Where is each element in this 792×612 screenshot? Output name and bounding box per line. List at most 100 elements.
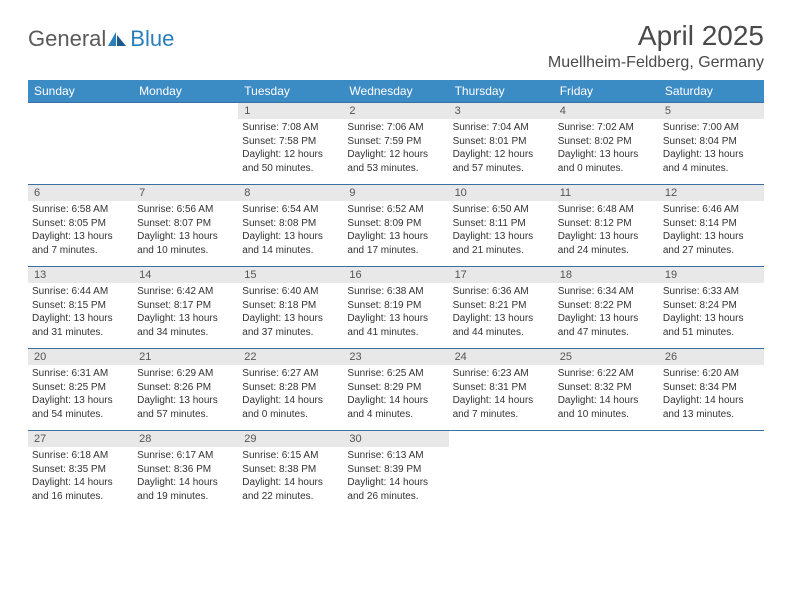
sunrise-line: Sunrise: 6:50 AM <box>453 203 550 217</box>
day-number: 28 <box>133 431 238 447</box>
sunrise-line: Sunrise: 6:31 AM <box>32 367 129 381</box>
day-cell <box>28 103 133 185</box>
daylight-line: Daylight: 13 hours and 27 minutes. <box>663 230 760 257</box>
day-number: 1 <box>238 103 343 119</box>
sunset-line: Sunset: 8:02 PM <box>558 135 655 149</box>
day-number: 22 <box>238 349 343 365</box>
day-cell: 6Sunrise: 6:58 AMSunset: 8:05 PMDaylight… <box>28 185 133 267</box>
sunrise-line: Sunrise: 6:22 AM <box>558 367 655 381</box>
location: Muellheim-Feldberg, Germany <box>548 54 764 72</box>
day-number: 9 <box>343 185 448 201</box>
day-number: 13 <box>28 267 133 283</box>
sunset-line: Sunset: 8:01 PM <box>453 135 550 149</box>
day-body: Sunrise: 7:00 AMSunset: 8:04 PMDaylight:… <box>659 119 764 179</box>
sunset-line: Sunset: 8:15 PM <box>32 299 129 313</box>
sunrise-line: Sunrise: 6:15 AM <box>242 449 339 463</box>
sunrise-line: Sunrise: 6:38 AM <box>347 285 444 299</box>
sunrise-line: Sunrise: 7:04 AM <box>453 121 550 135</box>
sunrise-line: Sunrise: 6:23 AM <box>453 367 550 381</box>
day-cell: 8Sunrise: 6:54 AMSunset: 8:08 PMDaylight… <box>238 185 343 267</box>
sunrise-line: Sunrise: 6:58 AM <box>32 203 129 217</box>
day-body: Sunrise: 7:06 AMSunset: 7:59 PMDaylight:… <box>343 119 448 179</box>
day-body: Sunrise: 6:13 AMSunset: 8:39 PMDaylight:… <box>343 447 448 507</box>
day-body <box>554 435 659 441</box>
day-cell: 21Sunrise: 6:29 AMSunset: 8:26 PMDayligh… <box>133 349 238 431</box>
sunset-line: Sunset: 8:28 PM <box>242 381 339 395</box>
day-cell: 7Sunrise: 6:56 AMSunset: 8:07 PMDaylight… <box>133 185 238 267</box>
day-number: 4 <box>554 103 659 119</box>
day-cell: 23Sunrise: 6:25 AMSunset: 8:29 PMDayligh… <box>343 349 448 431</box>
day-body: Sunrise: 6:17 AMSunset: 8:36 PMDaylight:… <box>133 447 238 507</box>
daylight-line: Daylight: 14 hours and 10 minutes. <box>558 394 655 421</box>
sunset-line: Sunset: 8:35 PM <box>32 463 129 477</box>
sunset-line: Sunset: 8:11 PM <box>453 217 550 231</box>
daylight-line: Daylight: 13 hours and 54 minutes. <box>32 394 129 421</box>
day-body <box>133 107 238 113</box>
day-body: Sunrise: 6:25 AMSunset: 8:29 PMDaylight:… <box>343 365 448 425</box>
day-number: 2 <box>343 103 448 119</box>
sunset-line: Sunset: 8:12 PM <box>558 217 655 231</box>
day-body: Sunrise: 6:42 AMSunset: 8:17 PMDaylight:… <box>133 283 238 343</box>
weekday-header: Saturday <box>659 80 764 103</box>
sunset-line: Sunset: 8:29 PM <box>347 381 444 395</box>
daylight-line: Daylight: 13 hours and 57 minutes. <box>137 394 234 421</box>
daylight-line: Daylight: 13 hours and 41 minutes. <box>347 312 444 339</box>
day-number: 3 <box>449 103 554 119</box>
day-number: 15 <box>238 267 343 283</box>
day-body: Sunrise: 6:36 AMSunset: 8:21 PMDaylight:… <box>449 283 554 343</box>
weekday-header: Tuesday <box>238 80 343 103</box>
daylight-line: Daylight: 13 hours and 34 minutes. <box>137 312 234 339</box>
day-cell: 22Sunrise: 6:27 AMSunset: 8:28 PMDayligh… <box>238 349 343 431</box>
sunrise-line: Sunrise: 6:48 AM <box>558 203 655 217</box>
daylight-line: Daylight: 14 hours and 4 minutes. <box>347 394 444 421</box>
daylight-line: Daylight: 12 hours and 57 minutes. <box>453 148 550 175</box>
sunrise-line: Sunrise: 7:08 AM <box>242 121 339 135</box>
month-title: April 2025 <box>548 20 764 52</box>
day-body: Sunrise: 6:52 AMSunset: 8:09 PMDaylight:… <box>343 201 448 261</box>
daylight-line: Daylight: 13 hours and 44 minutes. <box>453 312 550 339</box>
day-body <box>449 435 554 441</box>
weekday-header: Sunday <box>28 80 133 103</box>
sunset-line: Sunset: 8:21 PM <box>453 299 550 313</box>
sunrise-line: Sunrise: 6:40 AM <box>242 285 339 299</box>
sunset-line: Sunset: 7:58 PM <box>242 135 339 149</box>
sunrise-line: Sunrise: 6:17 AM <box>137 449 234 463</box>
day-number: 25 <box>554 349 659 365</box>
sunrise-line: Sunrise: 6:46 AM <box>663 203 760 217</box>
title-block: April 2025 Muellheim-Feldberg, Germany <box>548 20 764 72</box>
day-number: 21 <box>133 349 238 365</box>
day-cell <box>554 431 659 513</box>
day-number: 27 <box>28 431 133 447</box>
day-cell: 26Sunrise: 6:20 AMSunset: 8:34 PMDayligh… <box>659 349 764 431</box>
day-number: 30 <box>343 431 448 447</box>
sunrise-line: Sunrise: 7:06 AM <box>347 121 444 135</box>
day-cell: 24Sunrise: 6:23 AMSunset: 8:31 PMDayligh… <box>449 349 554 431</box>
sunset-line: Sunset: 8:34 PM <box>663 381 760 395</box>
day-cell: 30Sunrise: 6:13 AMSunset: 8:39 PMDayligh… <box>343 431 448 513</box>
day-body: Sunrise: 6:50 AMSunset: 8:11 PMDaylight:… <box>449 201 554 261</box>
day-cell: 16Sunrise: 6:38 AMSunset: 8:19 PMDayligh… <box>343 267 448 349</box>
day-number: 10 <box>449 185 554 201</box>
day-cell: 17Sunrise: 6:36 AMSunset: 8:21 PMDayligh… <box>449 267 554 349</box>
weekday-header: Thursday <box>449 80 554 103</box>
daylight-line: Daylight: 13 hours and 0 minutes. <box>558 148 655 175</box>
day-cell: 27Sunrise: 6:18 AMSunset: 8:35 PMDayligh… <box>28 431 133 513</box>
day-cell <box>659 431 764 513</box>
day-body: Sunrise: 7:08 AMSunset: 7:58 PMDaylight:… <box>238 119 343 179</box>
sunset-line: Sunset: 7:59 PM <box>347 135 444 149</box>
day-cell: 28Sunrise: 6:17 AMSunset: 8:36 PMDayligh… <box>133 431 238 513</box>
day-body: Sunrise: 6:58 AMSunset: 8:05 PMDaylight:… <box>28 201 133 261</box>
day-number: 8 <box>238 185 343 201</box>
logo-text-blue: Blue <box>130 26 174 52</box>
day-number: 26 <box>659 349 764 365</box>
day-body: Sunrise: 6:40 AMSunset: 8:18 PMDaylight:… <box>238 283 343 343</box>
sunrise-line: Sunrise: 6:27 AM <box>242 367 339 381</box>
sunset-line: Sunset: 8:26 PM <box>137 381 234 395</box>
day-body: Sunrise: 6:22 AMSunset: 8:32 PMDaylight:… <box>554 365 659 425</box>
sunset-line: Sunset: 8:22 PM <box>558 299 655 313</box>
logo-sail-icon <box>108 32 128 46</box>
sunrise-line: Sunrise: 6:42 AM <box>137 285 234 299</box>
sunrise-line: Sunrise: 7:02 AM <box>558 121 655 135</box>
sunrise-line: Sunrise: 6:18 AM <box>32 449 129 463</box>
sunrise-line: Sunrise: 6:44 AM <box>32 285 129 299</box>
